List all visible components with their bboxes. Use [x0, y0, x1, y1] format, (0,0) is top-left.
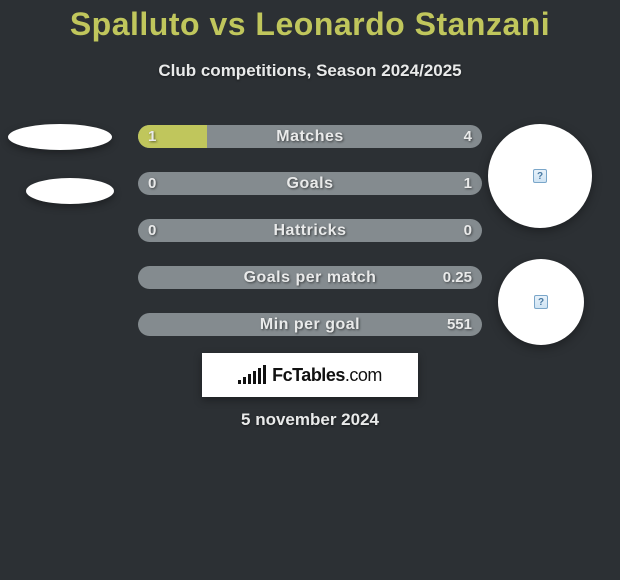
stat-bar: 0.25Goals per match [138, 266, 482, 289]
player-ellipse [26, 178, 114, 204]
brand-suffix: .com [345, 365, 382, 385]
brand-bar-segment [243, 377, 246, 384]
stat-label: Hattricks [138, 219, 482, 242]
stat-label: Goals [138, 172, 482, 195]
player-circle: ? [488, 124, 592, 228]
stat-bar: 01Goals [138, 172, 482, 195]
brand-text: FcTables.com [272, 365, 382, 386]
stat-bar: 00Hattricks [138, 219, 482, 242]
stat-bar: 551Min per goal [138, 313, 482, 336]
brand-bar-segment [258, 368, 261, 384]
brand-bars-icon [238, 366, 266, 384]
brand-bar-segment [248, 374, 251, 384]
brand-bar-segment [253, 371, 256, 384]
placeholder-image-icon: ? [533, 169, 547, 183]
player-ellipse [8, 124, 112, 150]
placeholder-image-icon: ? [534, 295, 548, 309]
brand-name: FcTables [272, 365, 345, 385]
brand-bar-segment [238, 380, 241, 384]
stat-bar: 14Matches [138, 125, 482, 148]
page-title: Spalluto vs Leonardo Stanzani [0, 0, 620, 43]
page-subtitle: Club competitions, Season 2024/2025 [0, 61, 620, 81]
player-circle: ? [498, 259, 584, 345]
brand-box: FcTables.com [202, 353, 418, 397]
brand-bar-segment [263, 365, 266, 384]
stat-label: Matches [138, 125, 482, 148]
stat-label: Goals per match [138, 266, 482, 289]
stat-label: Min per goal [138, 313, 482, 336]
date-text: 5 november 2024 [0, 410, 620, 430]
